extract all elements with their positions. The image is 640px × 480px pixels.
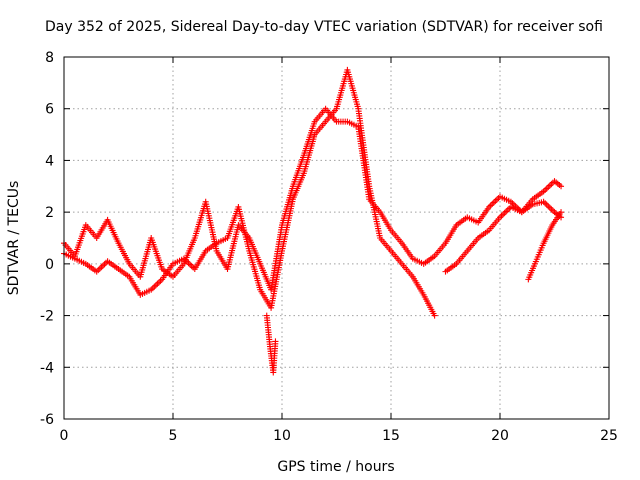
x-tick-label: 20: [491, 428, 509, 444]
marks-layer: [61, 66, 565, 376]
data-point: [558, 209, 565, 216]
data-point: [272, 338, 279, 345]
y-axis-label: SDTVAR / TECUs: [6, 181, 22, 296]
x-tick-label: 5: [169, 428, 178, 444]
x-tick-label: 15: [382, 428, 400, 444]
x-axis-label: GPS time / hours: [277, 459, 394, 475]
y-tick-label: 8: [45, 50, 54, 66]
y-tick-label: 0: [45, 257, 54, 273]
grid-layer: [64, 57, 609, 419]
x-tick-label: 10: [273, 428, 291, 444]
y-tick-label: -2: [40, 309, 54, 325]
plot-frame: [63, 56, 610, 420]
x-tick-label: 25: [600, 428, 618, 444]
y-tick-label: 2: [45, 205, 54, 221]
y-tick-label: 4: [45, 153, 54, 169]
y-tick-label: -6: [40, 412, 54, 428]
y-tick-label: 6: [45, 102, 54, 118]
ticks-layer: 0 5 10 15 20 25 -6 -4 -2 0 2 4 6 8: [40, 50, 618, 444]
chart-title: Day 352 of 2025, Sidereal Day-to-day VTE…: [45, 19, 603, 35]
data-point: [558, 183, 565, 190]
y-tick-label: -4: [40, 360, 54, 376]
x-tick-label: 0: [60, 428, 69, 444]
data-point: [431, 312, 438, 319]
